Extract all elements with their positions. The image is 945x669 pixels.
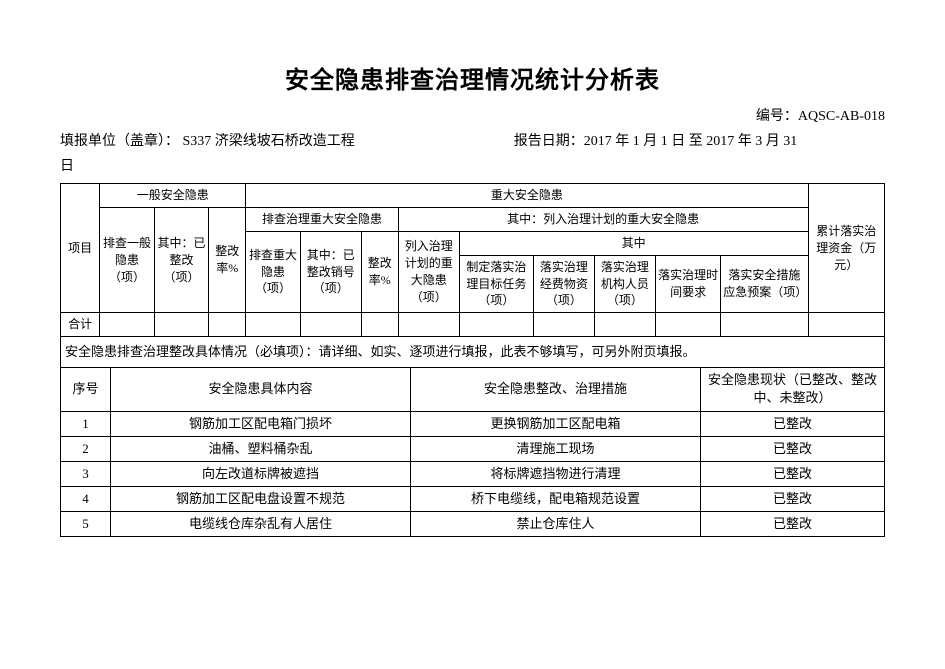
hdr-listed-in-plan: 列入治理计划的重大隐患（项） xyxy=(398,231,459,312)
hdr-screened-general: 排查一般隐患（项） xyxy=(100,208,154,313)
table-row: 1 钢筋加工区配电箱门损坏 更换钢筋加工区配电箱 已整改 xyxy=(61,411,885,436)
detail-header-row: 序号 安全隐患具体内容 安全隐患整改、治理措施 安全隐患现状（已整改、整改中、未… xyxy=(61,368,885,411)
measures-cell: 桥下电缆线，配电箱规范设置 xyxy=(411,487,701,512)
form-code-label: 编号： xyxy=(756,109,798,124)
hdr-plan-sub: 其中 xyxy=(459,231,808,255)
measures-cell: 清理施工现场 xyxy=(411,436,701,461)
hdr-screened-major: 排查重大隐患（项） xyxy=(246,231,300,312)
hdr-general-group: 一般安全隐患 xyxy=(100,184,246,208)
hdr-major-screen-group: 排查治理重大安全隐患 xyxy=(246,208,399,232)
seq-cell: 4 xyxy=(61,487,111,512)
cell-empty xyxy=(300,313,361,337)
form-code: AQSC-AB-018 xyxy=(798,109,885,124)
reporting-unit: 填报单位（盖章）： S337 济梁线坡石桥改造工程 xyxy=(60,131,514,153)
cell-empty xyxy=(721,313,808,337)
report-date-label: 报告日期： xyxy=(514,134,584,149)
content-cell: 钢筋加工区配电盘设置不规范 xyxy=(111,487,411,512)
page-title: 安全隐患排查治理情况统计分析表 xyxy=(60,60,885,95)
detail-table: 序号 安全隐患具体内容 安全隐患整改、治理措施 安全隐患现状（已整改、整改中、未… xyxy=(60,368,885,537)
hdr-rectify-rate: 整改率% xyxy=(209,208,246,313)
measures-cell: 将标牌遮挡物进行清理 xyxy=(411,461,701,486)
hdr-rectify-rate-major: 整改率% xyxy=(361,231,398,312)
hdr-plan-fund-material: 落实治理经费物资（项） xyxy=(533,255,594,312)
content-cell: 钢筋加工区配电箱门损坏 xyxy=(111,411,411,436)
cell-empty xyxy=(594,313,655,337)
total-label: 合计 xyxy=(61,313,100,337)
cell-empty xyxy=(398,313,459,337)
content-cell: 向左改道标牌被遮挡 xyxy=(111,461,411,486)
report-date: 报告日期：2017 年 1 月 1 日 至 2017 年 3 月 31 xyxy=(514,131,885,153)
hdr-cumulative-fund: 累计落实治理资金（万元） xyxy=(808,184,884,313)
info-row: 填报单位（盖章）： S337 济梁线坡石桥改造工程 报告日期：2017 年 1 … xyxy=(60,131,885,153)
seq-cell: 5 xyxy=(61,512,111,537)
cell-empty xyxy=(154,313,208,337)
content-cell: 油桶、塑料桶杂乱 xyxy=(111,436,411,461)
cell-empty xyxy=(655,313,720,337)
reporting-unit-value: S337 济梁线坡石桥改造工程 xyxy=(183,134,355,149)
hdr-rectified: 其中：已整改（项） xyxy=(154,208,208,313)
hdr-rectified-cancelled: 其中：已整改销号（项） xyxy=(300,231,361,312)
table-row: 2 油桶、塑料桶杂乱 清理施工现场 已整改 xyxy=(61,436,885,461)
hdr-plan-group: 其中：列入治理计划的重大安全隐患 xyxy=(398,208,808,232)
seq-cell: 2 xyxy=(61,436,111,461)
status-cell: 已整改 xyxy=(701,461,885,486)
report-date-tail: 日 xyxy=(60,155,885,175)
hdr-project: 项目 xyxy=(61,184,100,313)
form-code-line: 编号：AQSC-AB-018 xyxy=(60,105,885,125)
report-date-value: 2017 年 1 月 1 日 至 2017 年 3 月 31 xyxy=(584,134,798,149)
hdr-plan-emergency: 落实安全措施应急预案（项） xyxy=(721,255,808,312)
cell-empty xyxy=(459,313,533,337)
table-row: 3 向左改道标牌被遮挡 将标牌遮挡物进行清理 已整改 xyxy=(61,461,885,486)
main-table: 项目 一般安全隐患 重大安全隐患 累计落实治理资金（万元） 排查一般隐患（项） … xyxy=(60,183,885,368)
status-cell: 已整改 xyxy=(701,512,885,537)
cell-empty xyxy=(246,313,300,337)
content-cell: 电缆线仓库杂乱有人居住 xyxy=(111,512,411,537)
cell-empty xyxy=(361,313,398,337)
detail-measures: 安全隐患整改、治理措施 xyxy=(411,368,701,411)
reporting-unit-label: 填报单位（盖章）： xyxy=(60,134,179,149)
hdr-major-group: 重大安全隐患 xyxy=(246,184,808,208)
measures-cell: 禁止仓库住人 xyxy=(411,512,701,537)
seq-cell: 3 xyxy=(61,461,111,486)
note-cell: 安全隐患排查治理整改具体情况（必填项）：请详细、如实、逐项进行填报，此表不够填写… xyxy=(61,336,885,367)
status-cell: 已整改 xyxy=(701,487,885,512)
total-row: 合计 xyxy=(61,313,885,337)
note-row: 安全隐患排查治理整改具体情况（必填项）：请详细、如实、逐项进行填报，此表不够填写… xyxy=(61,336,885,367)
cell-empty xyxy=(209,313,246,337)
detail-seq: 序号 xyxy=(61,368,111,411)
detail-content: 安全隐患具体内容 xyxy=(111,368,411,411)
status-cell: 已整改 xyxy=(701,411,885,436)
cell-empty xyxy=(808,313,884,337)
hdr-plan-task: 制定落实治理目标任务（项） xyxy=(459,255,533,312)
measures-cell: 更换钢筋加工区配电箱 xyxy=(411,411,701,436)
seq-cell: 1 xyxy=(61,411,111,436)
cell-empty xyxy=(533,313,594,337)
cell-empty xyxy=(100,313,154,337)
status-cell: 已整改 xyxy=(701,436,885,461)
hdr-plan-org-person: 落实治理机构人员（项） xyxy=(594,255,655,312)
detail-status: 安全隐患现状（已整改、整改中、未整改） xyxy=(701,368,885,411)
table-row: 5 电缆线仓库杂乱有人居住 禁止仓库住人 已整改 xyxy=(61,512,885,537)
hdr-plan-time: 落实治理时间要求 xyxy=(655,255,720,312)
table-row: 4 钢筋加工区配电盘设置不规范 桥下电缆线，配电箱规范设置 已整改 xyxy=(61,487,885,512)
